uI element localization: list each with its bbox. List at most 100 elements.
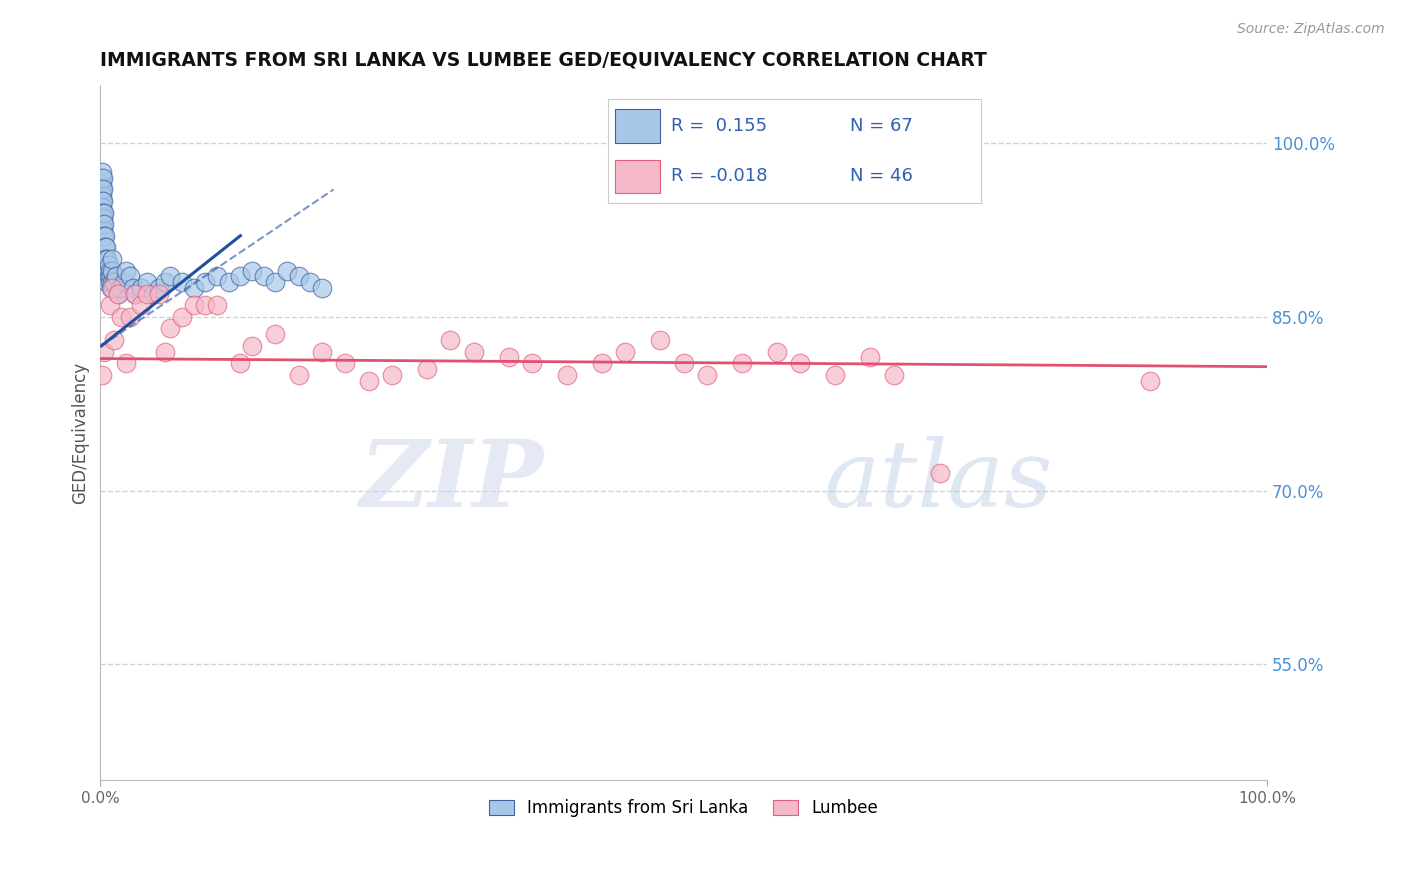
Point bbox=[205, 269, 228, 284]
Point bbox=[91, 223, 114, 237]
Point bbox=[287, 269, 309, 284]
Point bbox=[148, 281, 170, 295]
Point bbox=[90, 170, 112, 185]
Point bbox=[94, 228, 117, 243]
Point bbox=[98, 275, 121, 289]
Point bbox=[194, 298, 217, 312]
Point bbox=[153, 275, 176, 289]
Point bbox=[93, 217, 115, 231]
Point bbox=[159, 269, 181, 284]
Point bbox=[229, 356, 252, 370]
Point bbox=[110, 310, 132, 324]
Point bbox=[153, 344, 176, 359]
Point bbox=[520, 356, 543, 370]
Point bbox=[115, 263, 138, 277]
Point bbox=[91, 228, 114, 243]
Point bbox=[183, 281, 205, 295]
Point bbox=[136, 275, 159, 289]
Text: Source: ZipAtlas.com: Source: ZipAtlas.com bbox=[1237, 22, 1385, 37]
Point bbox=[299, 275, 322, 289]
Point bbox=[101, 281, 124, 295]
Point bbox=[103, 275, 125, 289]
Point bbox=[170, 310, 193, 324]
Point bbox=[90, 165, 112, 179]
Point bbox=[118, 310, 141, 324]
Point bbox=[240, 339, 263, 353]
Point bbox=[98, 263, 121, 277]
Point bbox=[824, 368, 846, 382]
Text: ZIP: ZIP bbox=[360, 436, 544, 526]
Point bbox=[96, 275, 118, 289]
Point bbox=[883, 368, 905, 382]
Point bbox=[91, 170, 114, 185]
Point bbox=[122, 281, 145, 295]
Point bbox=[115, 356, 138, 370]
Point bbox=[93, 240, 115, 254]
Point bbox=[91, 217, 114, 231]
Point bbox=[335, 356, 357, 370]
Text: IMMIGRANTS FROM SRI LANKA VS LUMBEE GED/EQUIVALENCY CORRELATION CHART: IMMIGRANTS FROM SRI LANKA VS LUMBEE GED/… bbox=[100, 51, 987, 70]
Text: atlas: atlas bbox=[824, 436, 1053, 526]
Point bbox=[91, 182, 114, 196]
Point bbox=[94, 252, 117, 266]
Point bbox=[90, 200, 112, 214]
Point bbox=[498, 351, 520, 365]
Point bbox=[439, 333, 461, 347]
Point bbox=[98, 298, 121, 312]
Point bbox=[650, 333, 672, 347]
Point bbox=[148, 286, 170, 301]
Point bbox=[696, 368, 718, 382]
Point bbox=[90, 368, 112, 382]
Point bbox=[90, 188, 112, 202]
Point bbox=[416, 362, 439, 376]
Point bbox=[96, 252, 118, 266]
Point bbox=[672, 356, 695, 370]
Point bbox=[311, 281, 333, 295]
Point bbox=[183, 298, 205, 312]
Point bbox=[142, 286, 165, 301]
Point bbox=[591, 356, 613, 370]
Point bbox=[100, 281, 122, 295]
Point bbox=[97, 269, 120, 284]
Point bbox=[194, 275, 217, 289]
Point bbox=[93, 205, 115, 219]
Point bbox=[96, 252, 118, 266]
Point bbox=[124, 286, 146, 301]
Y-axis label: GED/Equivalency: GED/Equivalency bbox=[72, 361, 89, 504]
Point bbox=[90, 194, 112, 208]
Point bbox=[90, 177, 112, 191]
Point bbox=[101, 263, 124, 277]
Point bbox=[170, 275, 193, 289]
Point bbox=[766, 344, 789, 359]
Point bbox=[101, 275, 124, 289]
Point bbox=[91, 211, 114, 226]
Point bbox=[129, 298, 152, 312]
Point bbox=[159, 321, 181, 335]
Point bbox=[136, 286, 159, 301]
Point bbox=[91, 205, 114, 219]
Point bbox=[108, 281, 131, 295]
Point bbox=[463, 344, 485, 359]
Point bbox=[276, 263, 298, 277]
Point bbox=[103, 333, 125, 347]
Point bbox=[94, 240, 117, 254]
Point bbox=[93, 344, 115, 359]
Point bbox=[107, 286, 129, 301]
Point bbox=[264, 275, 287, 289]
Point bbox=[264, 327, 287, 342]
Point bbox=[107, 286, 129, 301]
Point bbox=[104, 269, 127, 284]
Point bbox=[93, 228, 115, 243]
Point bbox=[929, 467, 952, 481]
Point bbox=[205, 298, 228, 312]
Point bbox=[381, 368, 404, 382]
Point bbox=[555, 368, 578, 382]
Point bbox=[229, 269, 252, 284]
Point bbox=[91, 194, 114, 208]
Point bbox=[96, 263, 118, 277]
Point bbox=[859, 351, 882, 365]
Point bbox=[96, 240, 118, 254]
Point bbox=[97, 258, 120, 272]
Point bbox=[101, 252, 124, 266]
Point bbox=[357, 374, 380, 388]
